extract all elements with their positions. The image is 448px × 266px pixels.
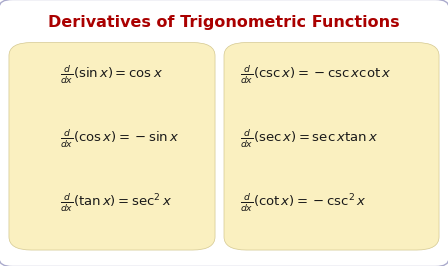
Text: $\frac{d}{dx}(\sec x) = \sec x \tan x$: $\frac{d}{dx}(\sec x) = \sec x \tan x$ xyxy=(240,128,378,150)
Text: $\frac{d}{dx}(\tan x) = \sec^2 x$: $\frac{d}{dx}(\tan x) = \sec^2 x$ xyxy=(60,192,172,214)
FancyBboxPatch shape xyxy=(224,43,439,250)
Text: $\frac{d}{dx}(\cot x) = -\csc^2 x$: $\frac{d}{dx}(\cot x) = -\csc^2 x$ xyxy=(240,192,366,214)
Text: Derivatives of Trigonometric Functions: Derivatives of Trigonometric Functions xyxy=(48,15,400,30)
Text: $\frac{d}{dx}(\cos x) = -\sin x$: $\frac{d}{dx}(\cos x) = -\sin x$ xyxy=(60,128,180,150)
FancyBboxPatch shape xyxy=(9,43,215,250)
Text: $\frac{d}{dx}(\csc x) = -\csc x \cot x$: $\frac{d}{dx}(\csc x) = -\csc x \cot x$ xyxy=(240,64,391,86)
Text: $\frac{d}{dx}(\sin x) = \cos x$: $\frac{d}{dx}(\sin x) = \cos x$ xyxy=(60,64,164,86)
